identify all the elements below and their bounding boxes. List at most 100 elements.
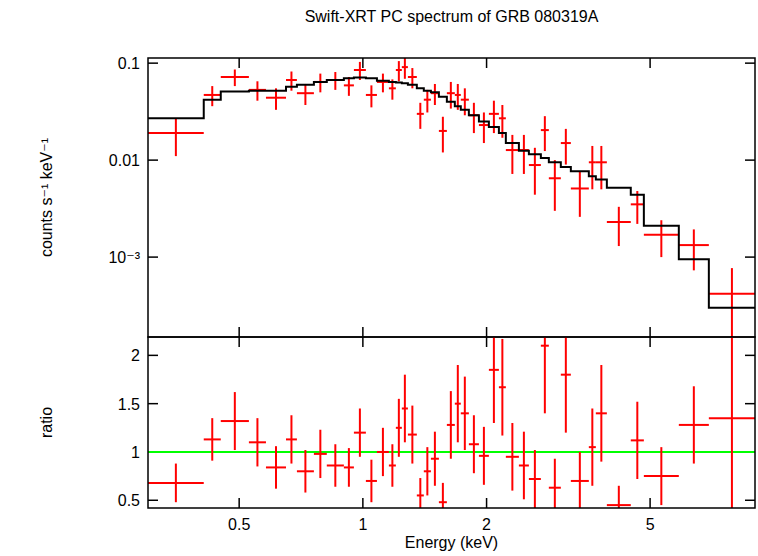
y-error-bar	[348, 448, 350, 487]
data-point	[529, 450, 541, 508]
y-tick	[745, 256, 755, 258]
y-axis-label: counts s⁻¹ keV⁻¹	[38, 138, 55, 257]
y-tick-label: 10⁻³	[108, 249, 140, 266]
y-tick	[148, 159, 158, 161]
data-point	[631, 191, 644, 224]
data-point	[366, 460, 377, 503]
data-point	[455, 365, 461, 442]
y-error-bar	[493, 101, 495, 133]
y-error-bar	[618, 486, 620, 508]
y-error-bar	[334, 444, 336, 487]
data-point	[431, 432, 439, 486]
data-point	[148, 118, 204, 156]
data-point	[204, 418, 221, 461]
frame	[148, 58, 755, 337]
y-error-bar	[290, 415, 292, 463]
y-error-bar	[450, 391, 452, 459]
data-point	[469, 415, 479, 473]
y-error-bar	[473, 103, 475, 133]
x-tick	[486, 498, 488, 508]
y-error-bar	[419, 103, 421, 129]
data-point	[431, 84, 439, 105]
x-tick	[486, 327, 488, 337]
y-tick	[745, 500, 755, 502]
data-point	[679, 229, 709, 270]
data-point	[709, 268, 755, 337]
data-point	[607, 207, 631, 246]
y-error-bar	[404, 58, 406, 79]
data-point	[519, 432, 529, 500]
y-error-bar	[554, 459, 556, 508]
y-error-bar	[554, 160, 556, 211]
data-point	[607, 486, 631, 508]
y-error-bar	[442, 483, 444, 508]
y-tick-label: 2	[131, 347, 140, 364]
y-error-bar	[660, 447, 662, 505]
y-tick	[148, 355, 158, 357]
data-point	[479, 112, 489, 143]
data-point	[489, 337, 499, 423]
y-error-bar	[450, 82, 452, 109]
data-point	[461, 377, 469, 450]
data-point	[396, 399, 402, 457]
data-point	[561, 129, 571, 165]
y-error-bar	[211, 86, 213, 106]
y-error-bar	[434, 432, 436, 486]
data-point	[541, 337, 549, 413]
y-error-bar	[579, 452, 581, 508]
y-error-bar	[304, 450, 306, 493]
y-error-bar	[731, 337, 733, 508]
y-error-bar	[534, 450, 536, 508]
y-error-bar	[442, 117, 444, 153]
y-error-bar	[473, 415, 475, 473]
data-point	[377, 428, 389, 476]
x-tick	[486, 58, 488, 68]
y-error-bar	[370, 85, 372, 107]
x-tick	[238, 498, 240, 508]
x-tick	[649, 58, 651, 68]
x-tick	[238, 337, 240, 347]
y-error-bar	[391, 444, 393, 487]
data-point	[447, 391, 455, 459]
y-error-bar	[382, 428, 384, 476]
data-point	[549, 459, 561, 508]
y-error-bar	[591, 146, 593, 189]
y-error-bar	[426, 90, 428, 113]
x-tick-label: 1	[358, 516, 367, 533]
x-tick	[238, 58, 240, 68]
x-tick	[649, 337, 651, 347]
y-error-bar	[434, 84, 436, 105]
y-error-bar	[398, 399, 400, 457]
data-point	[461, 88, 469, 115]
data-point	[377, 74, 389, 93]
data-point	[644, 447, 679, 505]
data-point	[709, 337, 755, 508]
data-point	[344, 77, 354, 96]
data-point	[314, 430, 327, 478]
y-error-bar	[359, 408, 361, 456]
y-error-bar	[565, 337, 567, 433]
data-point	[314, 74, 327, 93]
data-point	[408, 406, 417, 464]
data-point	[447, 82, 455, 109]
y-error-bar	[319, 430, 321, 478]
y-tick-label: 1.5	[118, 396, 140, 413]
data-point	[506, 135, 519, 174]
y-error-bar	[523, 432, 525, 500]
y-tick	[148, 403, 158, 405]
x-tick	[362, 498, 364, 508]
x-tick	[362, 337, 364, 347]
y-tick-label: 1	[131, 444, 140, 461]
y-error-bar	[579, 172, 581, 217]
y-tick	[745, 355, 755, 357]
data-point	[596, 146, 607, 189]
data-point	[589, 408, 596, 485]
title: Swift-XRT PC spectrum of GRB 080319A	[305, 8, 599, 25]
data-point	[541, 116, 549, 151]
data-point	[561, 337, 571, 433]
data-point	[286, 415, 297, 463]
y-error-bar	[693, 229, 695, 270]
data-point	[439, 117, 447, 153]
x-tick	[649, 327, 651, 337]
y-error-bar	[319, 74, 321, 93]
